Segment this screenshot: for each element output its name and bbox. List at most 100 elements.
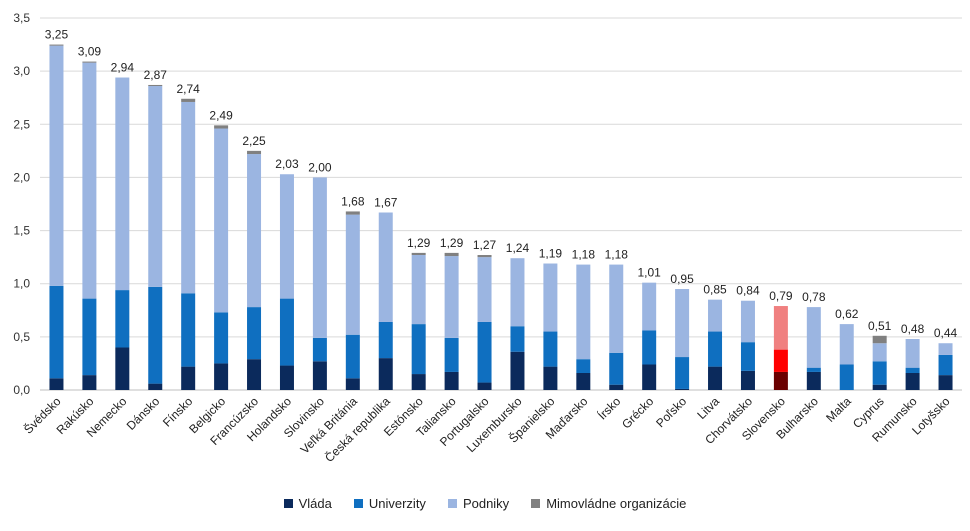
bar-univerzity-rumunsko bbox=[905, 367, 920, 373]
bar-vlada-bulharsko bbox=[806, 371, 821, 390]
legend-swatch-vlada bbox=[283, 499, 293, 508]
bar-vlada-nemecko bbox=[115, 347, 130, 390]
bar-univerzity-svedsko bbox=[49, 285, 64, 379]
y-tick-label: 3,0 bbox=[13, 64, 30, 78]
bar-univerzity-estonsko bbox=[411, 324, 426, 375]
bar-univerzity-belgicko bbox=[214, 312, 229, 364]
bar-univerzity-holandsko bbox=[279, 298, 294, 366]
bar-univerzity-luxembursko bbox=[510, 326, 525, 352]
bar-mimovladne-organizacie-belgicko bbox=[214, 125, 229, 129]
legend-swatch-podniky bbox=[447, 499, 457, 508]
total-label-grecko: 1,01 bbox=[637, 266, 661, 280]
bar-univerzity-spanielsko bbox=[543, 331, 558, 367]
legend-item-mimovladne: Mimovládne organizácie bbox=[531, 496, 686, 511]
total-label-rumunsko: 0,48 bbox=[901, 322, 925, 336]
bar-podniky-velka-britania bbox=[345, 214, 360, 335]
y-tick-label: 0,5 bbox=[13, 330, 30, 344]
bar-univerzity-slovinsko bbox=[312, 337, 327, 362]
bar-podniky-ceska-republika bbox=[378, 212, 393, 322]
total-label-malta: 0,62 bbox=[835, 307, 859, 321]
bar-vlada-polsko bbox=[675, 388, 690, 390]
bar-vlada-holandsko bbox=[279, 365, 294, 390]
bar-podniky-nemecko bbox=[115, 77, 130, 291]
y-tick-label: 2,0 bbox=[13, 170, 30, 184]
bar-vlada-svedsko bbox=[49, 378, 64, 390]
bar-vlada-madarsko bbox=[576, 372, 591, 390]
bar-vlada-slovinsko bbox=[312, 361, 327, 390]
bar-mimovladne-organizacie-dansko bbox=[148, 84, 163, 87]
bar-podniky-rumunsko bbox=[905, 338, 920, 368]
legend-label-vlada: Vláda bbox=[298, 496, 332, 511]
bar-vlada-rumunsko bbox=[905, 372, 920, 390]
bar-vlada-slovensko bbox=[773, 371, 788, 390]
total-label-dansko: 2,87 bbox=[144, 68, 168, 82]
y-tick-label: 0,0 bbox=[13, 383, 30, 397]
bar-vlada-taliansko bbox=[444, 371, 459, 390]
legend-label-univerzity: Univerzity bbox=[368, 496, 426, 511]
bar-univerzity-bulharsko bbox=[806, 367, 821, 372]
bar-univerzity-cyprus bbox=[872, 361, 887, 385]
bar-podniky-cyprus bbox=[872, 343, 887, 362]
bar-univerzity-litva bbox=[708, 331, 723, 367]
bar-vlada-ceska-republika bbox=[378, 358, 393, 390]
legend-swatch-mimovladne bbox=[531, 499, 541, 508]
bar-vlada-rakusko bbox=[82, 375, 97, 390]
total-labels: 3,25 3,09 2,94 2,87 2,74 2,49 2,25 2,03 2,00 1,68… bbox=[45, 28, 958, 341]
total-label-polsko: 0,95 bbox=[670, 272, 694, 286]
bar-podniky-slovinsko bbox=[312, 177, 327, 338]
bar-podniky-luxembursko bbox=[510, 258, 525, 327]
bar-podniky-belgicko bbox=[214, 128, 229, 313]
bar-vlada-dansko bbox=[148, 383, 163, 390]
x-label-litva: Litva bbox=[694, 394, 722, 422]
bar-mimovladne-organizacie-velka-britania bbox=[345, 211, 360, 215]
bar-univerzity-irsko bbox=[609, 352, 624, 385]
bar-vlada-spanielsko bbox=[543, 366, 558, 390]
bar-mimovladne-organizacie-cyprus bbox=[872, 335, 887, 344]
bar-mimovladne-organizacie-svedsko bbox=[49, 44, 64, 46]
bar-podniky-holandsko bbox=[279, 174, 294, 299]
bar-mimovladne-organizacie-finsko bbox=[181, 98, 196, 102]
bar-univerzity-nemecko bbox=[115, 290, 130, 348]
x-label-grecko: Grécko bbox=[619, 394, 656, 431]
total-label-taliansko: 1,29 bbox=[440, 236, 464, 250]
bar-mimovladne-organizacie-taliansko bbox=[444, 252, 459, 257]
bar-vlada-velka-britania bbox=[345, 378, 360, 390]
legend-item-vlada: Vláda bbox=[283, 496, 332, 511]
y-tick-label: 2,5 bbox=[13, 117, 30, 131]
bar-vlada-belgicko bbox=[214, 363, 229, 390]
bar-vlada-litva bbox=[708, 366, 723, 390]
total-label-belgicko: 2,49 bbox=[209, 108, 233, 122]
bar-vlada-luxembursko bbox=[510, 351, 525, 390]
total-label-svedsko: 3,25 bbox=[45, 28, 69, 42]
bar-mimovladne-organizacie-rakusko bbox=[82, 61, 97, 63]
bar-podniky-slovensko bbox=[773, 306, 788, 350]
bars bbox=[49, 44, 953, 390]
bar-vlada-grecko bbox=[642, 364, 657, 390]
y-tick-label: 1,0 bbox=[13, 277, 30, 291]
bar-podniky-portugalsko bbox=[477, 257, 492, 322]
total-label-slovinsko: 2,00 bbox=[308, 160, 332, 174]
total-label-irsko: 1,18 bbox=[605, 248, 629, 262]
bar-podniky-madarsko bbox=[576, 264, 591, 360]
x-axis-labels: ŠvédskoRakúskoNemeckoDánskoFínskoBelgick… bbox=[20, 393, 952, 465]
bar-podniky-finsko bbox=[181, 101, 196, 294]
bar-univerzity-rakusko bbox=[82, 298, 97, 376]
bar-podniky-lotyssko bbox=[938, 343, 953, 355]
bar-univerzity-francuzsko bbox=[247, 307, 262, 360]
legend: Vláda Univerzity Podniky Mimovládne orga… bbox=[0, 496, 970, 511]
x-label-irsko: Írsko bbox=[594, 393, 623, 422]
total-label-litva: 0,85 bbox=[703, 283, 727, 297]
bar-podniky-svedsko bbox=[49, 45, 64, 286]
x-label-polsko: Poľsko bbox=[653, 394, 689, 430]
bar-podniky-francuzsko bbox=[247, 154, 262, 308]
bar-univerzity-dansko bbox=[148, 286, 163, 384]
total-label-portugalsko: 1,27 bbox=[473, 238, 497, 252]
legend-item-univerzity: Univerzity bbox=[353, 496, 426, 511]
bar-univerzity-finsko bbox=[181, 293, 196, 367]
bar-vlada-francuzsko bbox=[247, 359, 262, 390]
total-label-holandsko: 2,03 bbox=[275, 157, 299, 171]
bar-podniky-spanielsko bbox=[543, 263, 558, 332]
bar-vlada-estonsko bbox=[411, 374, 426, 390]
bar-podniky-malta bbox=[839, 324, 854, 365]
